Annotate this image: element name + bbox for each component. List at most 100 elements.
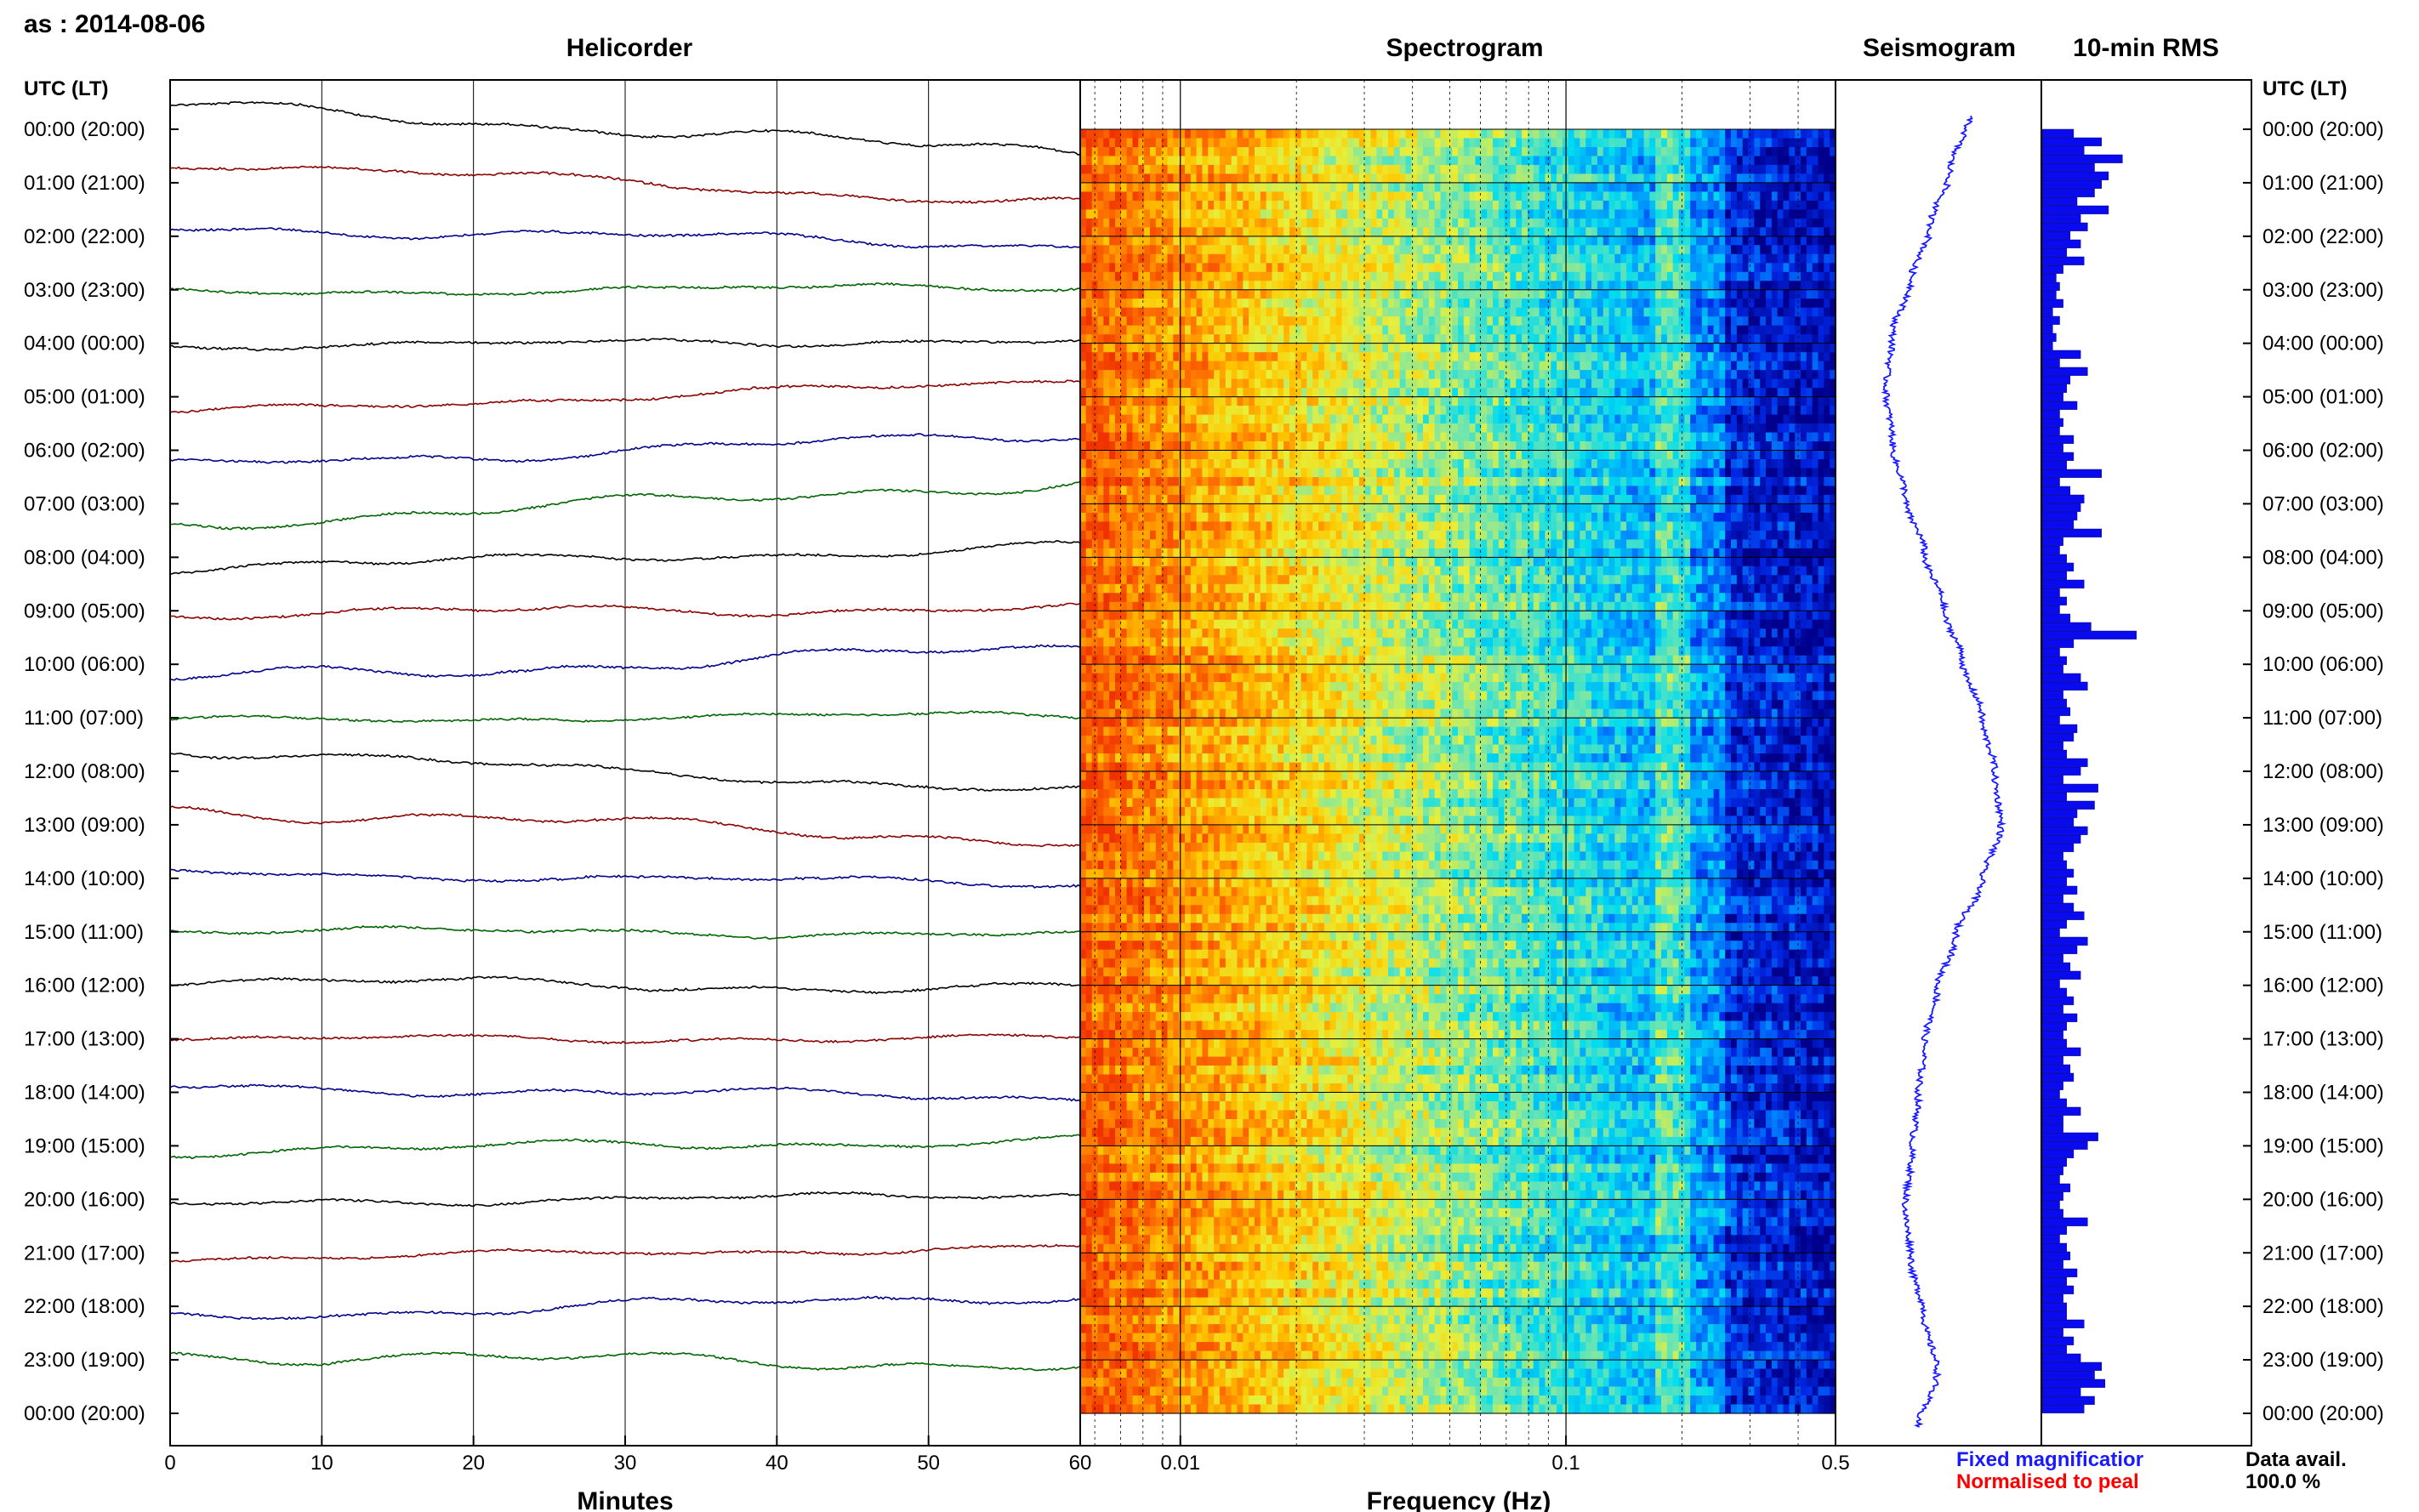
spectrogram-cell xyxy=(1748,334,1755,344)
spectrogram-cell xyxy=(1795,138,1801,148)
spectrogram-cell xyxy=(1243,307,1249,317)
spectrogram-cell xyxy=(1777,352,1784,362)
spectrogram-cell xyxy=(1283,468,1290,478)
spectrogram-cell xyxy=(1614,281,1621,291)
spectrogram-cell xyxy=(1434,325,1442,335)
spectrogram-cell xyxy=(1091,441,1099,452)
spectrogram-cell xyxy=(1557,441,1563,452)
spectrogram-cell xyxy=(1295,378,1302,389)
spectrogram-cell xyxy=(1150,263,1157,273)
spectrogram-cell xyxy=(1475,129,1482,139)
spectrogram-cell xyxy=(1306,316,1313,327)
spectrogram-cell xyxy=(1115,263,1122,273)
spectrogram-cell xyxy=(1469,441,1477,452)
spectrogram-cell xyxy=(1341,432,1348,442)
spectrogram-cell xyxy=(1214,147,1221,157)
spectrogram-cell xyxy=(1690,200,1697,210)
spectrogram-cell xyxy=(1150,388,1157,398)
spectrogram-cell xyxy=(1812,298,1819,309)
spectrogram-cell xyxy=(1214,396,1221,406)
spectrogram-cell xyxy=(1347,325,1354,335)
spectrogram-cell xyxy=(1080,316,1087,327)
spectrogram-cell xyxy=(1423,298,1430,309)
spectrogram-cell xyxy=(1824,209,1830,219)
spectrogram-cell xyxy=(1684,406,1691,416)
spectrogram-cell xyxy=(1150,191,1157,202)
spectrogram-cell xyxy=(1522,271,1528,281)
spectrogram-cell xyxy=(1097,352,1104,362)
spectrogram-cell xyxy=(1713,200,1720,210)
spectrogram-cell xyxy=(1608,361,1615,371)
spectrogram-cell xyxy=(1202,236,1209,246)
spectrogram-cell xyxy=(1289,147,1296,157)
spectrogram-cell xyxy=(1399,182,1407,192)
spectrogram-cell xyxy=(1626,459,1633,469)
spectrogram-cell xyxy=(1701,361,1709,371)
spectrogram-cell xyxy=(1260,245,1267,255)
spectrogram-cell xyxy=(1661,129,1668,139)
spectrogram-cell xyxy=(1487,396,1494,406)
spectrogram-cell xyxy=(1602,414,1610,424)
spectrogram-cell xyxy=(1167,271,1174,281)
spectrogram-cell xyxy=(1364,263,1372,273)
spectrogram-cell xyxy=(1323,378,1331,389)
spectrogram-cell xyxy=(1278,396,1284,406)
spectrogram-cell xyxy=(1254,423,1261,434)
spectrogram-cell xyxy=(1458,182,1465,192)
spectrogram-cell xyxy=(1818,316,1824,327)
spectrogram-cell xyxy=(1283,209,1290,219)
spectrogram-cell xyxy=(1824,227,1830,237)
spectrogram-cell xyxy=(1458,271,1465,281)
spectrogram-cell xyxy=(1295,129,1302,139)
spectrogram-cell xyxy=(1585,173,1592,184)
spectrogram-cell xyxy=(1161,200,1168,210)
spectrogram-cell xyxy=(1539,191,1545,202)
spectrogram-cell xyxy=(1155,343,1163,353)
spectrogram-cell xyxy=(1678,459,1685,469)
spectrogram-cell xyxy=(1446,298,1453,309)
spectrogram-cell xyxy=(1528,406,1534,416)
spectrogram-cell xyxy=(1493,236,1500,246)
spectrogram-cell xyxy=(1283,236,1290,246)
spectrogram-cell xyxy=(1231,325,1238,335)
spectrogram-cell xyxy=(1243,450,1249,460)
spectrogram-cell xyxy=(1620,182,1627,192)
spectrogram-cell xyxy=(1574,164,1580,174)
spectrogram-cell xyxy=(1405,432,1412,442)
spectrogram-cell xyxy=(1789,253,1796,264)
spectrogram-cell xyxy=(1487,191,1494,202)
spectrogram-cell xyxy=(1434,352,1442,362)
spectrogram-cell xyxy=(1493,227,1500,237)
spectrogram-cell xyxy=(1364,182,1372,192)
spectrogram-cell xyxy=(1225,450,1232,460)
spectrogram-cell xyxy=(1446,271,1453,281)
spectrogram-cell xyxy=(1498,307,1505,317)
spectrogram-cell xyxy=(1266,245,1272,255)
spectrogram-cell xyxy=(1185,298,1192,309)
spectrogram-cell xyxy=(1655,361,1662,371)
spectrogram-cell xyxy=(1684,191,1691,202)
spectrogram-cell xyxy=(1190,396,1198,406)
spectrogram-cell xyxy=(1144,370,1151,380)
spectrogram-cell xyxy=(1202,334,1209,344)
spectrogram-cell xyxy=(1126,218,1133,228)
spectrogram-cell xyxy=(1080,271,1087,281)
spectrogram-cell xyxy=(1551,156,1557,166)
spectrogram-cell xyxy=(1557,253,1563,264)
spectrogram-cell xyxy=(1661,450,1668,460)
spectrogram-cell xyxy=(1452,370,1459,380)
spectrogram-cell xyxy=(1806,307,1813,317)
spectrogram-cell xyxy=(1812,182,1819,192)
spectrogram-cell xyxy=(1539,129,1545,139)
spectrogram-cell xyxy=(1179,129,1186,139)
spectrogram-cell xyxy=(1266,164,1272,174)
spectrogram-cell xyxy=(1376,343,1383,353)
spectrogram-cell xyxy=(1109,450,1116,460)
spectrogram-cell xyxy=(1818,218,1824,228)
spectrogram-cell xyxy=(1249,164,1255,174)
spectrogram-cell xyxy=(1323,406,1331,416)
spectrogram-cell xyxy=(1777,378,1784,389)
spectrogram-cell xyxy=(1614,182,1621,192)
spectrogram-cell xyxy=(1301,209,1307,219)
spectrogram-cell xyxy=(1725,361,1732,371)
